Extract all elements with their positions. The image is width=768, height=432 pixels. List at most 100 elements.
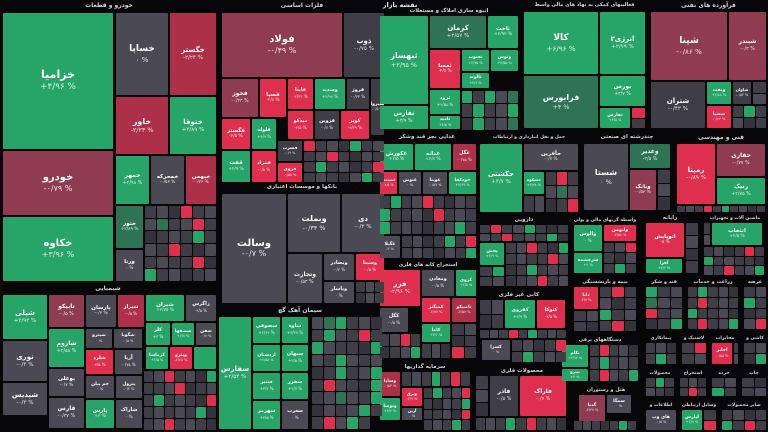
treemap-tile[interactable]: ثرود +۲/۵۸ %: [430, 90, 460, 114]
treemap-tile[interactable]: خگستر -۲/۲۳ %: [170, 13, 216, 95]
treemap-tile[interactable]: خزامیا +۴/۹۶ %: [3, 13, 113, 149]
mini-tile[interactable]: [193, 231, 204, 243]
mini-tile[interactable]: [365, 282, 375, 292]
treemap-tile[interactable]: غکورش +۲/۵ %: [380, 144, 413, 170]
mini-tile[interactable]: [728, 287, 738, 297]
treemap-tile[interactable]: شاراک ۰ %: [116, 400, 142, 428]
mini-tile[interactable]: [610, 421, 618, 430]
mini-tile[interactable]: [455, 196, 466, 208]
mini-tile[interactable]: [583, 421, 591, 430]
treemap-tile[interactable]: خبهمن -۰/۷۶ %: [186, 156, 216, 204]
mini-tile[interactable]: [755, 297, 766, 308]
treemap-tile[interactable]: ولبهمن -۲/۵۸ %: [604, 225, 636, 241]
mini-tile[interactable]: [744, 256, 754, 266]
treemap-tile[interactable]: ثامید +۴/۵ %: [430, 116, 460, 129]
mini-tile[interactable]: [373, 162, 384, 172]
mini-tile[interactable]: [361, 162, 373, 172]
treemap-tile[interactable]: سمگا ۰ %: [607, 395, 631, 413]
mini-tile[interactable]: [164, 407, 175, 418]
mini-tile[interactable]: [744, 308, 755, 319]
mini-tile[interactable]: [624, 287, 636, 298]
treemap-tile[interactable]: والوس ۰ %: [574, 225, 602, 251]
mini-tile[interactable]: [704, 234, 710, 245]
mini-tile[interactable]: [473, 91, 484, 104]
mini-tile[interactable]: [619, 369, 629, 381]
mini-tile[interactable]: [480, 300, 491, 314]
mini-tile[interactable]: [496, 117, 507, 130]
treemap-tile[interactable]: بنیرو +۳ %: [562, 369, 588, 381]
treemap-tile[interactable]: فاذر -۰/۵ %: [490, 376, 518, 416]
mini-tile[interactable]: [371, 354, 382, 367]
mini-tile[interactable]: [410, 334, 420, 346]
mini-tile[interactable]: [704, 256, 714, 266]
mini-tile[interactable]: [359, 404, 371, 417]
mini-tile[interactable]: [335, 379, 347, 392]
mini-tile[interactable]: [744, 287, 755, 297]
treemap-tile[interactable]: وبانک -۰/۵۳ %: [630, 170, 656, 210]
mini-tile[interactable]: [401, 222, 412, 234]
mini-tile[interactable]: [423, 196, 433, 208]
mini-tile[interactable]: [724, 256, 734, 266]
mini-tile[interactable]: [380, 222, 390, 234]
mini-tile[interactable]: [390, 346, 400, 358]
mini-tile[interactable]: [466, 196, 476, 208]
mini-tile[interactable]: [694, 354, 706, 364]
mini-tile[interactable]: [724, 378, 736, 387]
mini-tile[interactable]: [359, 379, 371, 392]
mini-tile[interactable]: [196, 419, 206, 430]
mini-tile[interactable]: [753, 82, 766, 93]
mini-tile[interactable]: [714, 266, 724, 275]
mini-tile[interactable]: [169, 206, 180, 218]
treemap-tile[interactable]: وبصادر -۰/۳ %: [324, 254, 354, 280]
mini-tile[interactable]: [546, 418, 556, 430]
treemap-tile[interactable]: شبندر -۰/۳ %: [729, 12, 766, 80]
mini-tile[interactable]: [464, 324, 476, 335]
mini-tile[interactable]: [473, 104, 484, 117]
mini-tile[interactable]: [502, 225, 513, 233]
mini-tile[interactable]: [755, 319, 766, 329]
treemap-tile[interactable]: غنوش ۰ %: [399, 172, 421, 194]
mini-tile[interactable]: [502, 233, 513, 241]
mini-tile[interactable]: [718, 319, 728, 329]
mini-tile[interactable]: [558, 254, 568, 264]
mini-tile[interactable]: [744, 354, 755, 364]
mini-tile[interactable]: [619, 357, 629, 369]
mini-tile[interactable]: [461, 372, 470, 386]
mini-tile[interactable]: [444, 196, 455, 208]
mini-tile[interactable]: [744, 420, 755, 430]
mini-tile[interactable]: [615, 263, 625, 273]
mini-tile[interactable]: [444, 209, 455, 221]
treemap-tile[interactable]: قفت +۲/۹ %: [222, 151, 250, 182]
mini-tile[interactable]: [169, 231, 180, 243]
mini-tile[interactable]: [359, 317, 371, 329]
mini-tile[interactable]: [547, 330, 557, 338]
mini-tile[interactable]: [744, 266, 754, 275]
mini-tile[interactable]: [658, 319, 670, 329]
mini-tile[interactable]: [169, 218, 180, 231]
mini-tile[interactable]: [206, 383, 216, 394]
treemap-tile[interactable]: اتوپایش -۵ %: [646, 223, 684, 257]
treemap-tile[interactable]: بورس +۳/۷ %: [600, 76, 645, 106]
mini-tile[interactable]: [412, 236, 423, 247]
mini-tile[interactable]: [734, 266, 744, 275]
treemap-tile[interactable]: آریا -۰/۷۵ %: [115, 350, 142, 374]
mini-tile[interactable]: [347, 329, 359, 342]
mini-tile[interactable]: [422, 344, 431, 358]
mini-tile[interactable]: [558, 243, 568, 253]
mini-tile[interactable]: [604, 243, 614, 253]
mini-tile[interactable]: [499, 330, 508, 338]
mini-tile[interactable]: [558, 265, 568, 275]
mini-tile[interactable]: [722, 410, 733, 420]
mini-tile[interactable]: [688, 287, 698, 297]
mini-tile[interactable]: [677, 206, 685, 212]
mini-tile[interactable]: [535, 233, 546, 241]
treemap-tile[interactable]: ثجنوب +۲/۷۵ %: [462, 50, 489, 71]
mini-tile[interactable]: [685, 206, 694, 212]
mini-tile[interactable]: [206, 395, 216, 406]
treemap-tile[interactable]: غگل -۰/۷۵ %: [453, 144, 476, 170]
mini-tile[interactable]: [548, 265, 558, 275]
mini-tile[interactable]: [196, 395, 206, 406]
mini-tile[interactable]: [686, 235, 698, 248]
mini-tile[interactable]: [728, 319, 738, 329]
mini-tile[interactable]: [744, 410, 755, 420]
